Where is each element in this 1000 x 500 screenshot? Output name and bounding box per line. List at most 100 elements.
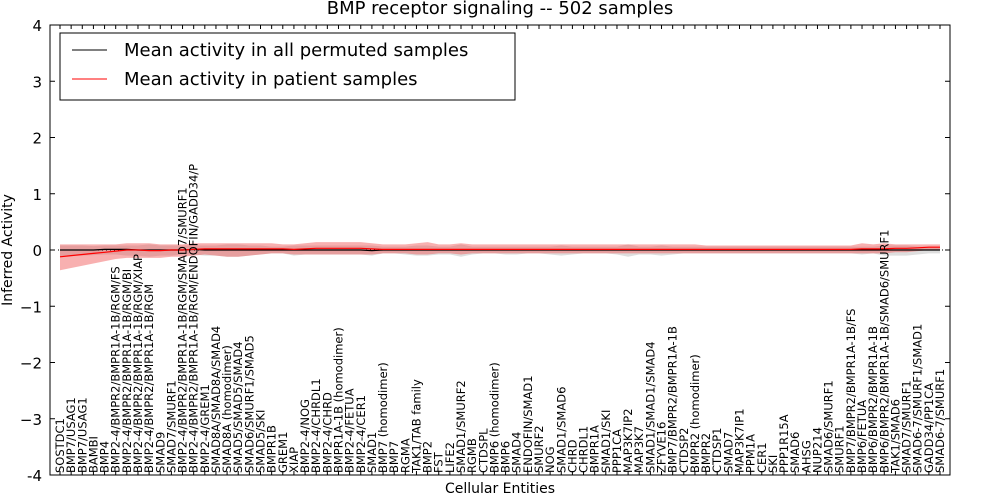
x-tick-label: TAK1/TAB family [409,379,423,474]
x-axis-label: Cellular Entities [445,481,555,497]
x-tick-label: BMPR1B [265,425,279,473]
x-tick-label: SMAD6 [788,432,802,473]
x-tick-label: BMP7/BMPR2/BMPR1A-1B/FS [844,309,858,473]
x-tick-label: SMAD1/SMAD1/SMAD4 [643,341,657,473]
x-tick-label: SMAD6-7/SMURF1/SMAD1 [911,324,925,473]
x-tick-label: BMPR1A [588,425,602,473]
x-tick-label: BMP7/BMPR2/BMPR1A-1B [666,326,680,473]
x-tick-label: BMP6/BMPR2/BMPR1A-1B [866,326,880,473]
x-tick-label: CER1 [755,442,769,473]
x-tick-label: ZFYVE16 [655,422,669,473]
legend-label-permuted: Mean activity in all permuted samples [124,40,468,61]
x-tick-label: BMP6 [499,441,513,473]
x-tick-label: CHRD [565,439,579,473]
x-tick-label: NOG [543,446,557,473]
x-tick-label: CTDSPL [476,428,490,473]
x-tick-label: RGMA [398,438,412,473]
legend-box [59,32,516,101]
legend: Mean activity in all permuted samples Me… [59,32,516,101]
x-tick-label: SMAD4 [510,432,524,473]
x-tick-label: CHRDL1 [577,426,591,473]
x-tick-label: SMAD6/SMURF1 [822,380,836,473]
y-tick-label: 2 [32,130,42,148]
line-patient [59,246,940,258]
y-tick-label: 1 [32,186,42,204]
x-tick-label: FST [432,451,446,473]
x-tick-label: SKI [766,455,780,473]
x-tick-label: NUP214 [810,427,824,473]
x-tick-label: SMAD8A (homodimer) [220,345,234,473]
x-tick-label: SMAD1/SKI [599,410,613,473]
x-tick-label: SMAD1 [365,432,379,473]
x-tick-label: BMP2-4/BMPR2/BMPR1A-1B/RGM/BI [120,269,134,473]
x-tick-label: BMP2-4/BMPR2/BMPR1A-1B/RGM/ENDOFIN/GADD3… [187,164,201,473]
x-tick-label: BMP7 [387,441,401,473]
x-tick-label: MAP3K7IP2 [621,408,635,473]
y-tick-label: 0 [32,242,42,260]
y-axis-label: Inferred Activity [0,194,16,306]
legend-label-patient: Mean activity in patient samples [124,69,418,90]
x-tick-label: SOSTDC1 [53,418,67,473]
x-tick-label: BMP2-4/CHRD [320,392,334,473]
y-tick-label: 3 [32,73,42,91]
x-tick-label: BMP2-4/CHRDL1 [309,378,323,473]
x-tick-label: TAK1/SMAD6 [888,399,902,474]
x-tick-label: XIAP [287,447,301,473]
x-axis: SOSTDC1BMP7/USAG1BMP7/USAG1BAMBIBMP4BMP2… [53,25,947,475]
x-tick-label: BMP2-4/BMPR2/BMPR1A-1B/RGM/FS [109,266,123,473]
x-tick-label: BMP6 (homodimer) [487,362,501,473]
y-axis: -4 −3 −2 −1 0 1 2 3 4 [20,17,950,485]
x-tick-label: BMP2-4/NOG [298,399,312,473]
x-tick-label: BMP4 [98,441,112,473]
x-tick-label: BMP6/FETUA [855,400,869,473]
x-tick-label: SMAD7/SMURF1 [900,380,914,473]
x-tick-label: BMP2-4/CER1 [354,395,368,473]
x-tick-label: BMP2-4/BMPR2/BMPR1A-1B/RGM/XIAP [131,254,145,473]
x-tick-label: RGMB [465,438,479,473]
x-tick-label: BMP7/USAG1 [75,397,89,473]
x-tick-label: BMPR1A-1B (homodimer) [331,327,345,473]
x-tick-label: PPM1A [744,434,758,473]
chart-title: BMP receptor signaling -- 502 samples [327,0,674,19]
y-tick-label: −2 [20,355,42,373]
x-tick-label: BMP2-4/FETUA [343,388,357,473]
x-tick-label: SMAD6/SMURF1/SMAD5 [242,335,256,473]
x-tick-label: GADD34/PP1CA [922,383,936,473]
x-tick-label: SMAD5/SMAD5/SMAD4 [231,341,245,473]
x-tick-label: SMURF1 [833,425,847,473]
x-tick-label: SMAD7 [721,432,735,473]
x-tick-label: PPP1R15A [777,414,791,473]
x-tick-label: BAMBI [86,436,100,473]
x-tick-label: SMAD1/SMAD6 [554,387,568,473]
x-tick-label: BMP2-4/GREM1 [198,384,212,473]
x-tick-label: SMAD9 [153,432,167,473]
y-tick-label: −1 [20,298,42,316]
y-tick-label: -4 [27,467,42,485]
x-tick-label: SMAD8A/SMAD8A/SMAD4 [209,326,223,473]
x-tick-label: AHSG [799,440,813,473]
x-tick-label: SMAD5/SKI [254,410,268,473]
x-tick-label: SMAD1/SMURF2 [454,380,468,473]
y-tick-label: 4 [32,17,42,35]
x-tick-label: SMURF2 [532,425,546,473]
x-tick-label: SMAD7/SMURF1 [164,380,178,473]
x-tick-label: BMPR2 [699,433,713,473]
x-tick-label: BMP6/BMPR2/BMPR1A-1B/SMAD6/SMURF1 [877,230,891,473]
x-tick-label: BMP7/USAG1 [64,397,78,473]
x-tick-label: MAP3K7 [632,426,646,473]
x-tick-label: MAP3K7IP1 [732,408,746,473]
x-tick-label: SMAD6-7/SMURF1 [933,369,947,473]
x-tick-label: BMPR2 (homodimer) [688,354,702,473]
x-tick-label: BMP2-4/BMPR2/BMPR1A-1B/RGM [142,284,156,473]
series-lines [59,246,940,258]
x-tick-label: ENDOFIN/SMAD1 [521,375,535,473]
x-tick-label: CTDSP2 [677,428,691,473]
x-tick-label: PPP1CA [610,429,624,473]
x-tick-label: BMP7 (homodimer) [376,362,390,473]
x-tick-label: BMP2 [421,441,435,473]
x-tick-label: BMP2-4/BMPR2/BMPR1A-1B/RGM/SMAD7/SMURF1 [176,187,190,473]
y-tick-label: −3 [20,411,42,429]
x-tick-label: GREM1 [276,432,290,473]
x-tick-label: CTDSP1 [710,428,724,473]
